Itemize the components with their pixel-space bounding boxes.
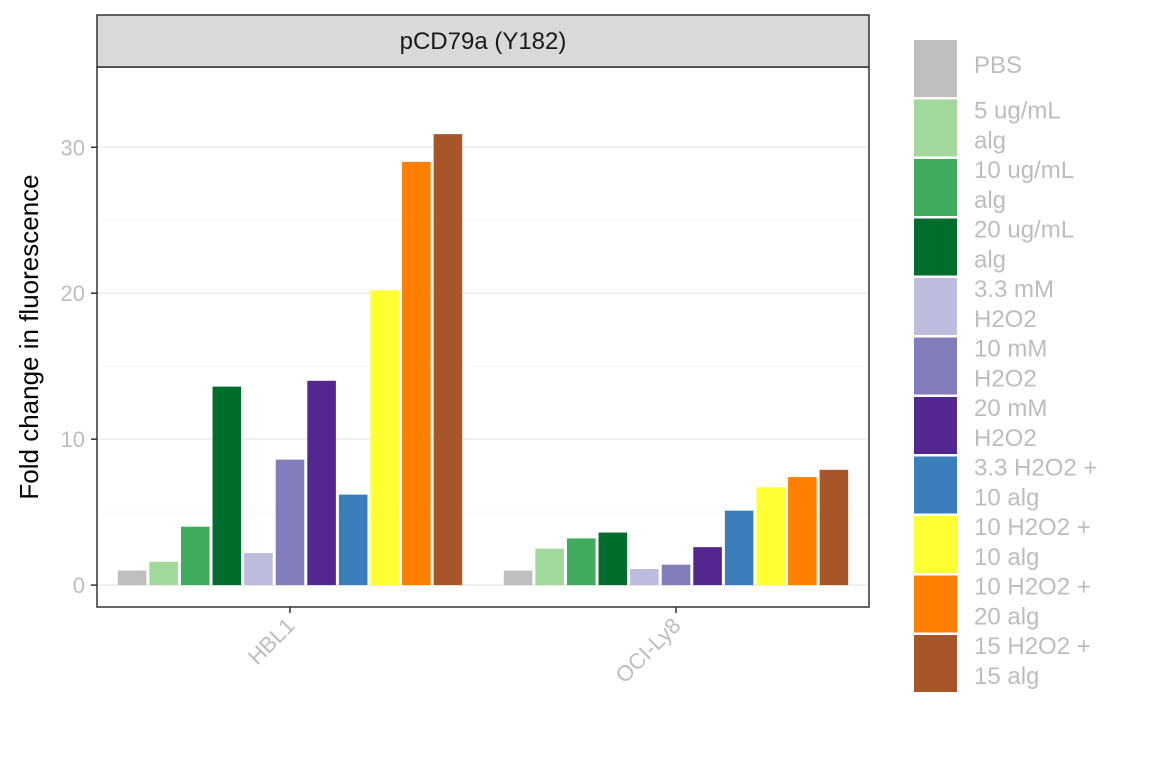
legend-item: 10 H2O2 + 10 alg — [914, 514, 1091, 573]
facet-strip — [96, 14, 870, 68]
legend-item: 10 H2O2 + 20 alg — [914, 574, 1091, 633]
bar — [402, 161, 431, 586]
legend-item: 15 H2O2 + 15 alg — [914, 633, 1091, 692]
legend-label: alg — [974, 187, 1006, 214]
legend-key — [914, 40, 957, 97]
legend-item: 10 ug/mL alg — [914, 157, 1074, 216]
legend-label: alg — [974, 247, 1006, 274]
legend-label: 10 mM — [974, 336, 1047, 363]
legend-key — [914, 516, 957, 573]
legend-label: 15 alg — [974, 663, 1039, 690]
legend-label: 10 alg — [974, 485, 1039, 512]
legend-key — [914, 397, 957, 454]
bar — [693, 547, 722, 586]
legend-key — [914, 337, 957, 395]
legend-label: H2O2 — [974, 366, 1037, 393]
y-tick-label: 0 — [73, 573, 85, 598]
bar — [566, 538, 596, 586]
bar — [338, 494, 368, 586]
legend-key — [914, 218, 957, 276]
bar — [630, 569, 659, 586]
bar — [244, 553, 273, 586]
legend-key — [914, 575, 957, 633]
legend-label: 20 ug/mL — [974, 217, 1074, 244]
bar — [212, 386, 242, 586]
legend-label: H2O2 — [974, 306, 1037, 333]
legend-label: 3.3 mM — [974, 276, 1054, 303]
bar — [788, 477, 817, 586]
bar — [180, 526, 210, 586]
bar — [598, 532, 628, 586]
legend-key — [914, 635, 957, 692]
legend-label: PBS — [974, 52, 1022, 79]
bar — [819, 469, 849, 586]
legend-item: 3.3 H2O2 + 10 alg — [914, 455, 1097, 514]
legend-item: 3.3 mM H2O2 — [914, 276, 1054, 335]
legend-item: 5 ug/mL alg — [914, 98, 1061, 157]
bar — [149, 561, 178, 586]
bars — [117, 134, 849, 586]
legend-label: 15 H2O2 + — [974, 633, 1091, 660]
y-tick-label: 10 — [61, 427, 85, 452]
bar — [661, 564, 691, 586]
legend-label: 10 H2O2 + — [974, 514, 1091, 541]
bar — [275, 459, 305, 586]
legend-label: 20 alg — [974, 604, 1039, 631]
legend-label: alg — [974, 128, 1006, 155]
bar — [535, 548, 564, 586]
legend-key — [914, 159, 957, 216]
legend-key — [914, 456, 957, 514]
y-tick-label: 30 — [61, 135, 85, 160]
y-tick-label: 20 — [61, 281, 85, 306]
legend-label: 3.3 H2O2 + — [974, 455, 1097, 482]
bar — [756, 487, 786, 586]
legend-label: 10 H2O2 + — [974, 574, 1091, 601]
bar — [307, 380, 336, 586]
legend-item: 10 mM H2O2 — [914, 336, 1047, 395]
legend-label: 10 ug/mL — [974, 157, 1074, 184]
legend-item: 20 ug/mL alg — [914, 217, 1074, 276]
y-axis-label: Fold change in fluorescence — [14, 174, 44, 499]
legend-key — [914, 99, 957, 157]
legend-label: H2O2 — [974, 425, 1037, 452]
legend-item: PBS — [914, 40, 1022, 97]
legend-label: 5 ug/mL — [974, 98, 1061, 125]
bar — [370, 290, 400, 586]
bar — [503, 570, 533, 586]
y-axis: 0 10 20 30 — [61, 135, 97, 598]
bar — [117, 570, 147, 586]
legend-label: 10 alg — [974, 544, 1039, 571]
chart-title: pCD79a (Y182) — [400, 28, 567, 55]
legend-item: 20 mM H2O2 — [914, 395, 1047, 454]
bar — [433, 134, 463, 586]
legend-label: 20 mM — [974, 395, 1047, 422]
legend-key — [914, 278, 957, 335]
bar — [724, 510, 754, 586]
